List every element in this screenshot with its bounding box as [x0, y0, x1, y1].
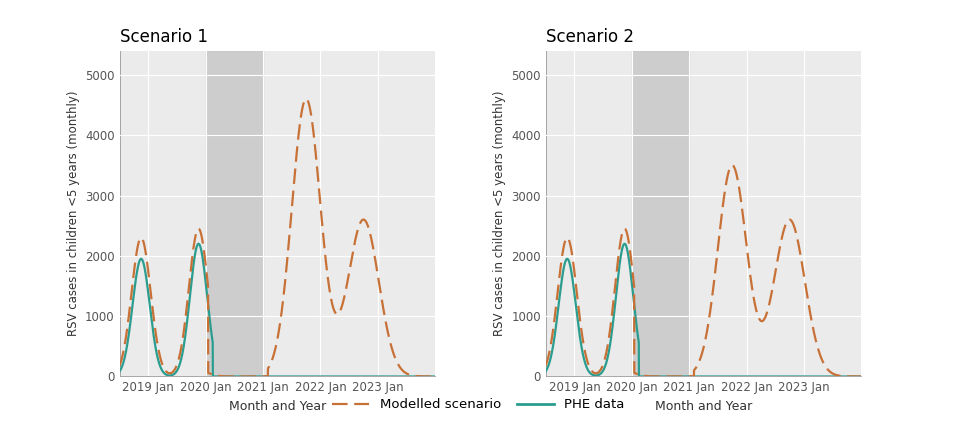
Text: Scenario 1: Scenario 1	[120, 28, 208, 47]
Bar	[632, 51, 689, 376]
Legend: Modelled scenario, PHE data: Modelled scenario, PHE data	[327, 393, 630, 416]
Text: Scenario 2: Scenario 2	[545, 28, 634, 47]
Bar	[206, 51, 263, 376]
Y-axis label: RSV cases in children <5 years (monthly): RSV cases in children <5 years (monthly)	[67, 91, 79, 336]
Y-axis label: RSV cases in children <5 years (monthly): RSV cases in children <5 years (monthly)	[493, 91, 505, 336]
X-axis label: Month and Year: Month and Year	[655, 400, 752, 413]
X-axis label: Month and Year: Month and Year	[229, 400, 326, 413]
